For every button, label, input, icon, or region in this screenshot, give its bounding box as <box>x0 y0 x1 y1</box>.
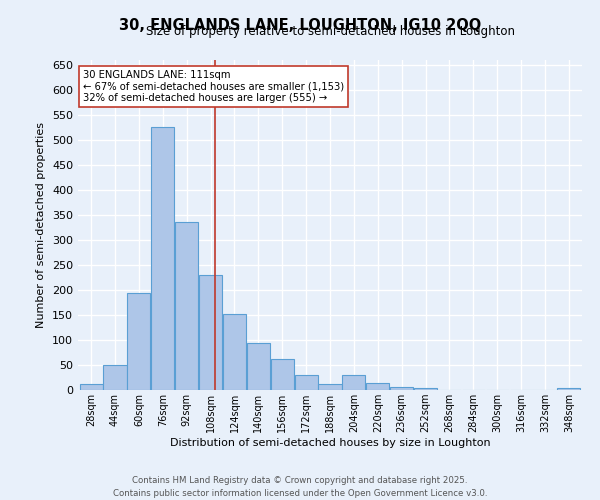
Bar <box>557 388 580 390</box>
Text: Contains HM Land Registry data © Crown copyright and database right 2025.
Contai: Contains HM Land Registry data © Crown c… <box>113 476 487 498</box>
Bar <box>103 364 127 390</box>
Bar <box>80 384 103 390</box>
Bar <box>223 314 246 390</box>
Bar <box>127 292 151 390</box>
Bar <box>343 375 365 390</box>
Bar <box>151 126 175 390</box>
Title: Size of property relative to semi-detached houses in Loughton: Size of property relative to semi-detach… <box>146 25 515 38</box>
Bar <box>319 384 341 390</box>
Bar <box>295 375 317 390</box>
Bar <box>366 382 389 390</box>
Bar <box>414 388 437 390</box>
Bar <box>247 343 270 390</box>
X-axis label: Distribution of semi-detached houses by size in Loughton: Distribution of semi-detached houses by … <box>170 438 490 448</box>
Bar <box>271 358 294 390</box>
Bar <box>390 387 413 390</box>
Text: 30, ENGLANDS LANE, LOUGHTON, IG10 2QQ: 30, ENGLANDS LANE, LOUGHTON, IG10 2QQ <box>119 18 481 32</box>
Y-axis label: Number of semi-detached properties: Number of semi-detached properties <box>37 122 46 328</box>
Text: 30 ENGLANDS LANE: 111sqm
← 67% of semi-detached houses are smaller (1,153)
32% o: 30 ENGLANDS LANE: 111sqm ← 67% of semi-d… <box>83 70 344 103</box>
Bar <box>175 222 198 390</box>
Bar <box>199 275 222 390</box>
